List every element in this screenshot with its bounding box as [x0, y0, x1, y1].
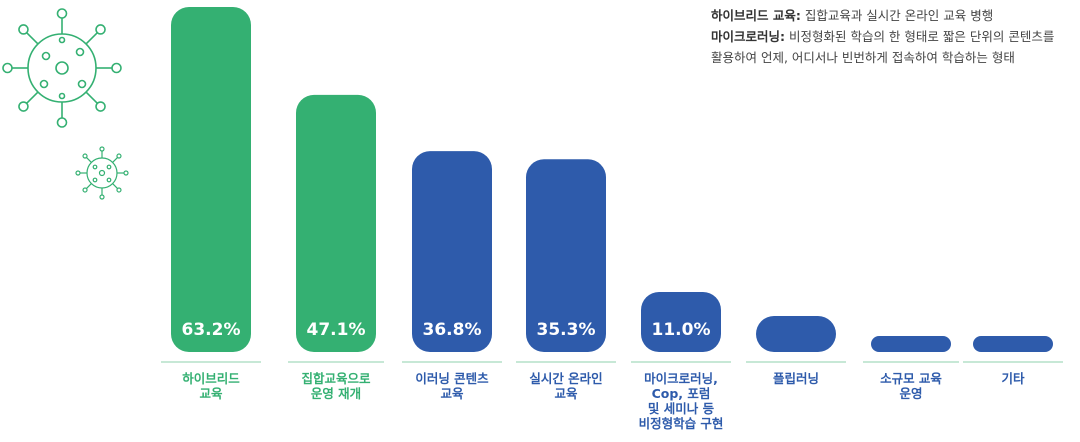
bar-5 — [756, 315, 836, 352]
category-label-4-1: Cop, 포럼 — [652, 386, 711, 401]
bar-6 — [871, 336, 951, 352]
category-label-6-1: 운영 — [899, 386, 922, 401]
category-label-4-3: 비정형학습 구현 — [639, 416, 724, 431]
legend-row-microlearning: 마이크로러닝: 비정형화된 학습의 한 형태로 짧은 단위의 콘텐츠를 — [711, 26, 1076, 47]
legend: 하이브리드 교육: 집합교육과 실시간 온라인 교육 병행 마이크로러닝: 비정… — [711, 5, 1076, 68]
value-label-7: 0.7% — [989, 315, 1036, 335]
category-label-7-0: 기타 — [1001, 371, 1025, 386]
legend-desc-microlearning: 비정형화된 학습의 한 형태로 짧은 단위의 콘텐츠를 — [785, 29, 1055, 44]
bar-2 — [412, 151, 492, 352]
value-label-5: 6.6% — [772, 295, 819, 315]
bar-3 — [526, 159, 606, 352]
legend-desc-hybrid: 집합교육과 실시간 온라인 교육 병행 — [800, 8, 994, 23]
value-label-1: 47.1% — [307, 320, 366, 340]
category-label-1-1: 운영 재개 — [311, 386, 361, 401]
category-label-3-0: 실시간 온라인 — [529, 371, 602, 386]
legend-row-microlearning-cont: 활용하여 언제, 어디서나 빈번하게 접속하여 학습하는 형태 — [711, 47, 1076, 68]
category-label-3-1: 교육 — [554, 386, 578, 401]
value-label-0: 63.2% — [182, 320, 241, 340]
category-label-2-1: 교육 — [440, 386, 464, 401]
value-label-3: 35.3% — [537, 320, 596, 340]
category-label-2-0: 이러닝 콘텐츠 — [415, 371, 489, 386]
value-label-6: 0.7% — [887, 315, 934, 335]
virus-icon-large — [2, 8, 122, 128]
legend-term-hybrid: 하이브리드 교육: — [711, 8, 801, 23]
bar-4 — [641, 291, 721, 352]
bar-1 — [296, 94, 376, 352]
value-label-4: 11.0% — [652, 320, 711, 340]
bar-0 — [171, 7, 251, 352]
virus-icon-small — [75, 146, 129, 200]
category-label-0-1: 교육 — [199, 386, 223, 401]
value-label-2: 36.8% — [423, 320, 482, 340]
legend-term-microlearning: 마이크로러닝: — [711, 29, 785, 44]
legend-desc-microlearning-cont: 활용하여 언제, 어디서나 빈번하게 접속하여 학습하는 형태 — [711, 50, 1015, 65]
category-label-6-0: 소규모 교육 — [880, 371, 942, 386]
legend-row-hybrid: 하이브리드 교육: 집합교육과 실시간 온라인 교육 병행 — [711, 5, 1076, 26]
category-label-4-0: 마이크로러닝, — [644, 371, 718, 386]
category-label-0-0: 하이브리드 — [182, 371, 240, 386]
category-label-5-0: 플립러닝 — [773, 371, 819, 386]
category-label-1-0: 집합교육으로 — [301, 371, 371, 386]
bar-7 — [973, 336, 1053, 352]
category-label-4-2: 및 세미나 등 — [648, 401, 715, 416]
